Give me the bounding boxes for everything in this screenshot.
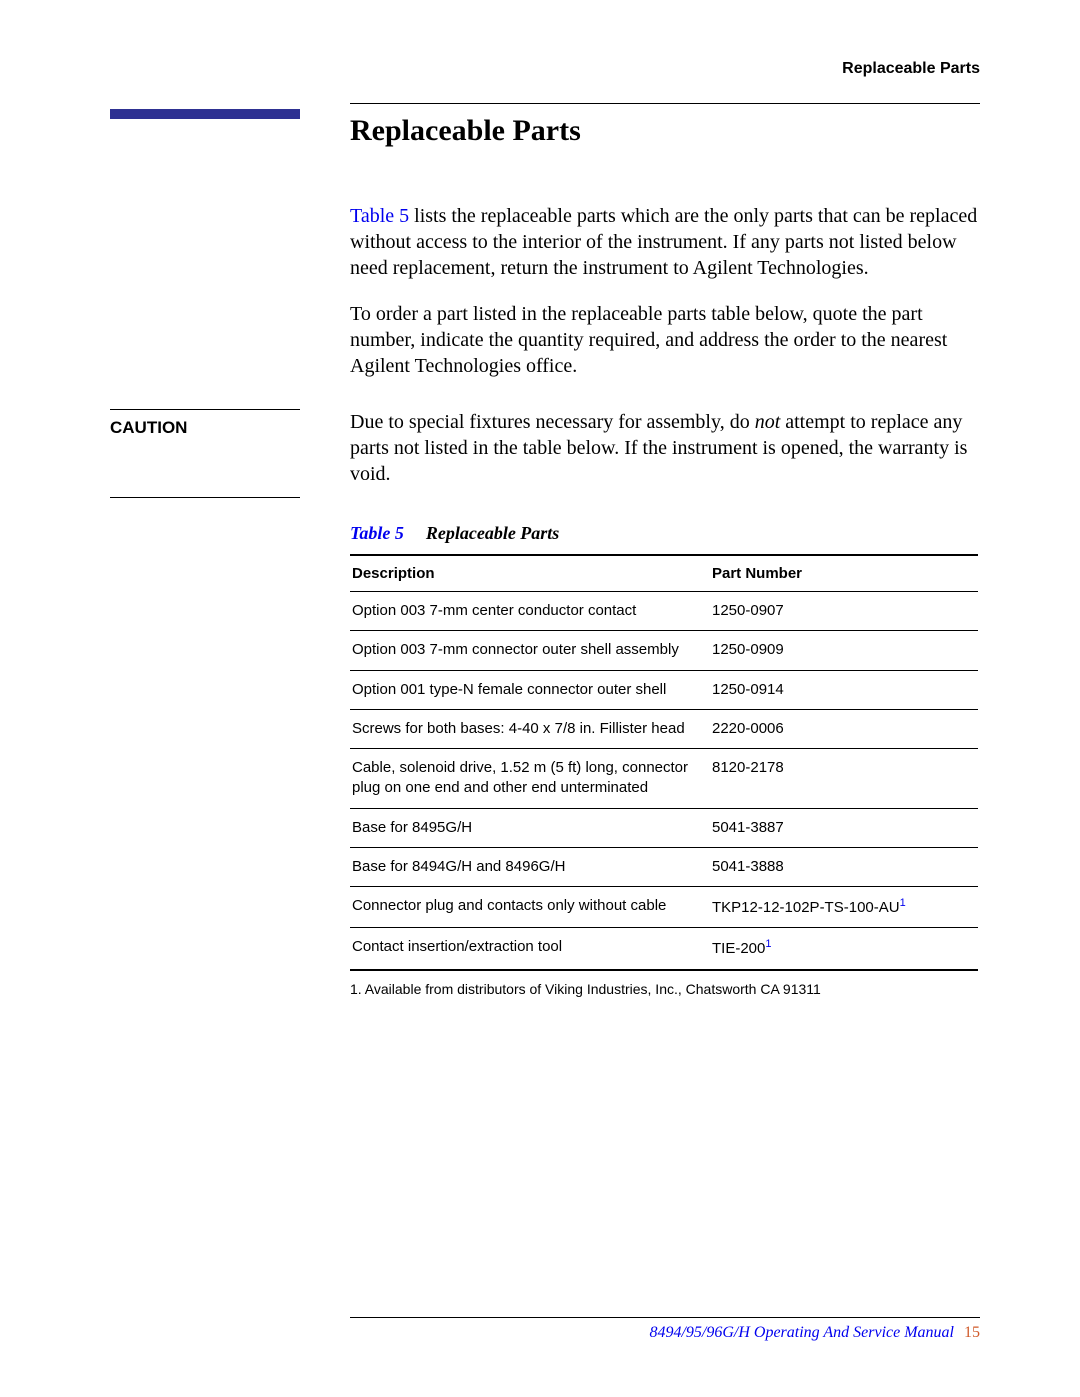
table-row: Option 001 type-N female connector outer… bbox=[350, 670, 978, 709]
cell-part-number: 2220-0006 bbox=[710, 709, 978, 748]
intro-paragraph-1: Table 5 lists the replaceable parts whic… bbox=[350, 203, 980, 281]
col-part-number: Part Number bbox=[710, 555, 978, 592]
table-row: Option 003 7-mm connector outer shell as… bbox=[350, 631, 978, 670]
footnote-ref: 1 bbox=[900, 897, 906, 909]
table-row: Base for 8495G/H5041-3887 bbox=[350, 808, 978, 847]
caution-not: not bbox=[755, 411, 781, 433]
cell-part-number: TKP12-12-102P-TS-100-AU1 bbox=[710, 887, 978, 928]
table-caption-title: Replaceable Parts bbox=[426, 523, 559, 543]
col-description: Description bbox=[350, 555, 710, 592]
table-caption: Table 5 Replaceable Parts bbox=[350, 523, 980, 544]
footer-manual-title: 8494/95/96G/H Operating And Service Manu… bbox=[649, 1324, 954, 1341]
cell-description: Cable, solenoid drive, 1.52 m (5 ft) lon… bbox=[350, 749, 710, 809]
cell-part-number: 1250-0914 bbox=[710, 670, 978, 709]
running-header: Replaceable Parts bbox=[110, 60, 980, 78]
footer-page-number: 15 bbox=[964, 1324, 980, 1341]
caution-body: Due to special fixtures necessary for as… bbox=[350, 409, 980, 487]
table-footnote: 1. Available from distributors of Viking… bbox=[350, 981, 980, 997]
cell-part-number: TIE-2001 bbox=[710, 928, 978, 970]
accent-bar bbox=[110, 109, 300, 119]
table-caption-number: Table 5 bbox=[350, 523, 404, 543]
table-row: Cable, solenoid drive, 1.52 m (5 ft) lon… bbox=[350, 749, 978, 809]
section-title: Replaceable Parts bbox=[350, 114, 980, 148]
table-row: Contact insertion/extraction toolTIE-200… bbox=[350, 928, 978, 970]
caution-text-a: Due to special fixtures necessary for as… bbox=[350, 411, 755, 433]
cell-description: Base for 8494G/H and 8496G/H bbox=[350, 847, 710, 886]
caution-label: CAUTION bbox=[110, 418, 350, 438]
cell-part-number: 1250-0909 bbox=[710, 631, 978, 670]
replaceable-parts-table: Description Part Number Option 003 7-mm … bbox=[350, 554, 978, 971]
table-row: Screws for both bases: 4-40 x 7/8 in. Fi… bbox=[350, 709, 978, 748]
table-row: Base for 8494G/H and 8496G/H5041-3888 bbox=[350, 847, 978, 886]
caution-bottom-rule bbox=[110, 497, 300, 498]
cell-description: Option 001 type-N female connector outer… bbox=[350, 670, 710, 709]
cell-description: Screws for both bases: 4-40 x 7/8 in. Fi… bbox=[350, 709, 710, 748]
table-5-link[interactable]: Table 5 bbox=[350, 205, 409, 227]
section-top-rule bbox=[350, 103, 980, 104]
cell-description: Connector plug and contacts only without… bbox=[350, 887, 710, 928]
intro-paragraph-2: To order a part listed in the replaceabl… bbox=[350, 301, 980, 379]
caution-block: CAUTION Due to special fixtures necessar… bbox=[110, 409, 980, 487]
cell-part-number: 5041-3887 bbox=[710, 808, 978, 847]
page-footer: 8494/95/96G/H Operating And Service Manu… bbox=[350, 1317, 980, 1342]
caution-top-rule bbox=[110, 409, 300, 410]
table-row: Connector plug and contacts only without… bbox=[350, 887, 978, 928]
cell-part-number: 5041-3888 bbox=[710, 847, 978, 886]
footnote-ref: 1 bbox=[765, 938, 771, 950]
cell-description: Option 003 7-mm connector outer shell as… bbox=[350, 631, 710, 670]
table-header-row: Description Part Number bbox=[350, 555, 978, 592]
cell-description: Option 003 7-mm center conductor contact bbox=[350, 592, 710, 631]
intro-p1-text: lists the replaceable parts which are th… bbox=[350, 205, 977, 279]
cell-description: Base for 8495G/H bbox=[350, 808, 710, 847]
table-row: Option 003 7-mm center conductor contact… bbox=[350, 592, 978, 631]
cell-part-number: 8120-2178 bbox=[710, 749, 978, 809]
cell-description: Contact insertion/extraction tool bbox=[350, 928, 710, 970]
cell-part-number: 1250-0907 bbox=[710, 592, 978, 631]
